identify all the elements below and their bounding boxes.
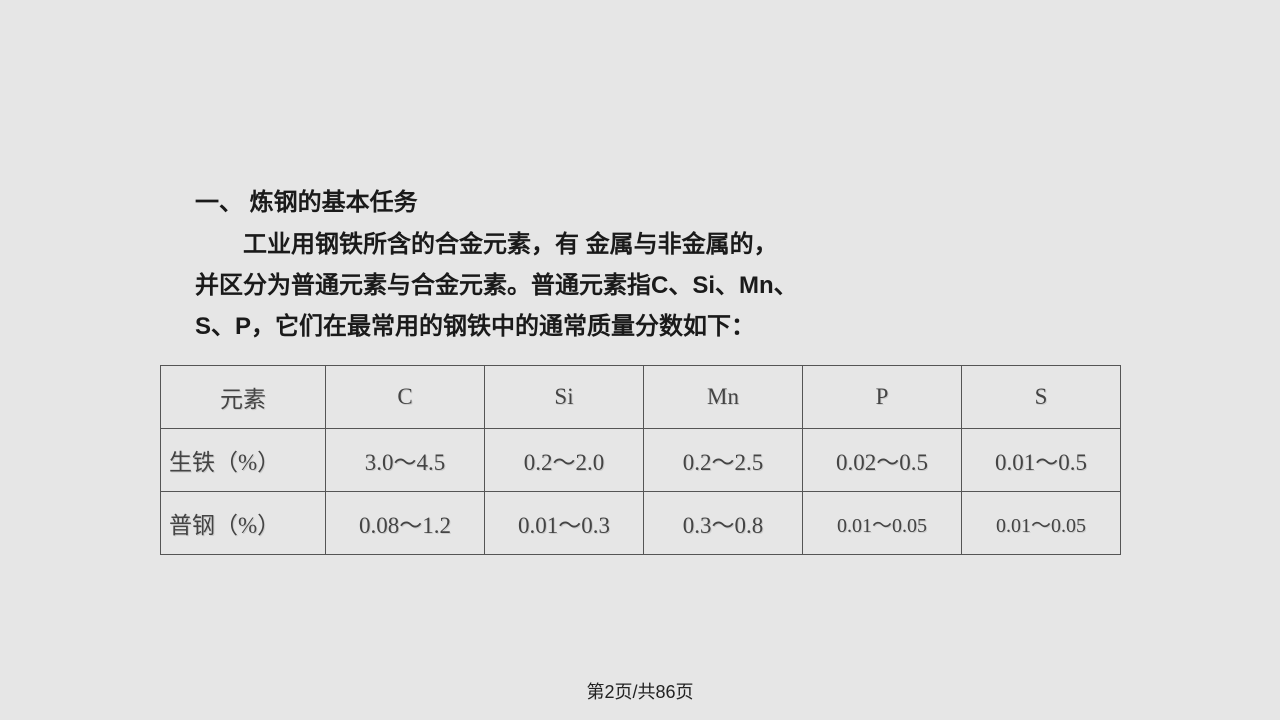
composition-table: 元素 C Si Mn P S 生铁（%） 3.0～4.5 0.2～2.0 0.2… (160, 365, 1121, 555)
body-para-line2: 并区分为普通元素与合金元素。普通元素指C、Si、Mn、 (195, 266, 1085, 307)
table-header-cell: Mn (644, 366, 803, 429)
table-cell: 0.02～0.5 (803, 429, 962, 492)
table-row: 生铁（%） 3.0～4.5 0.2～2.0 0.2～2.5 0.02～0.5 0… (161, 429, 1121, 492)
table-row: 普钢（%） 0.08～1.2 0.01～0.3 0.3～0.8 0.01～0.0… (161, 492, 1121, 555)
table-cell: 0.01～0.3 (485, 492, 644, 555)
table-cell: 0.01～0.5 (962, 429, 1121, 492)
table-cell: 0.3～0.8 (644, 492, 803, 555)
table-cell: 0.01～0.05 (803, 492, 962, 555)
body-para-line1: 工业用钢铁所含的合金元素，有 金属与非金属的， (195, 225, 1085, 266)
table-row-label: 生铁（%） (161, 429, 326, 492)
section-heading: 一、 炼钢的基本任务 (195, 185, 1085, 221)
table-header-cell: C (326, 366, 485, 429)
table-header-row: 元素 C Si Mn P S (161, 366, 1121, 429)
table-header-cell: S (962, 366, 1121, 429)
table-cell: 3.0～4.5 (326, 429, 485, 492)
table-cell: 0.2～2.0 (485, 429, 644, 492)
table-cell: 0.01～0.05 (962, 492, 1121, 555)
table-cell: 0.08～1.2 (326, 492, 485, 555)
table-header-cell: Si (485, 366, 644, 429)
table-cell: 0.2～2.5 (644, 429, 803, 492)
slide-content: 一、 炼钢的基本任务 工业用钢铁所含的合金元素，有 金属与非金属的， 并区分为普… (195, 185, 1085, 555)
body-para-line3: S、P，它们在最常用的钢铁中的通常质量分数如下： (195, 307, 1085, 348)
table-header-cell: 元素 (161, 366, 326, 429)
table-row-label: 普钢（%） (161, 492, 326, 555)
page-number: 第2页/共86页 (0, 678, 1280, 704)
table-header-cell: P (803, 366, 962, 429)
